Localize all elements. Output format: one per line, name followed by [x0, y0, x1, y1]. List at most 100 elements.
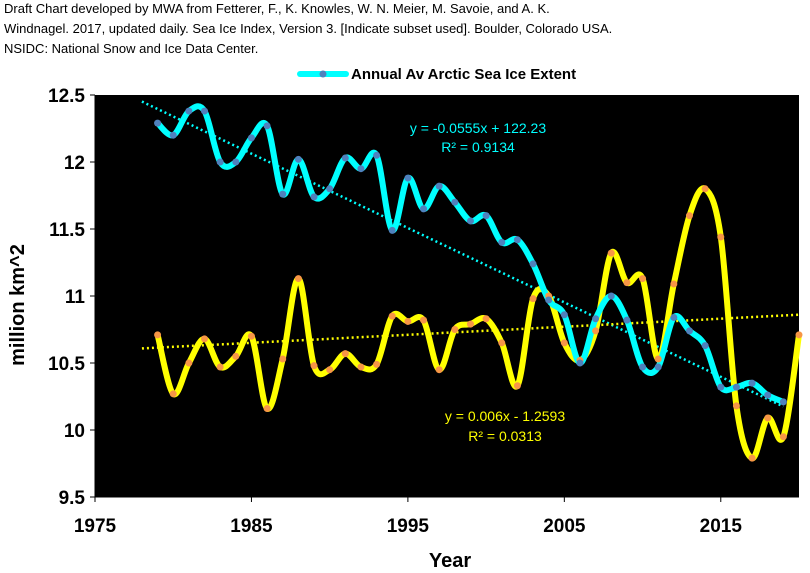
series-2-point: [670, 280, 678, 288]
legend-swatch-marker: [319, 70, 327, 78]
series-2-point: [498, 339, 506, 347]
series-1-point: [185, 107, 193, 115]
series-1-point: [732, 383, 740, 391]
series-2-point: [201, 335, 209, 343]
x-tick-label: 1975: [74, 516, 117, 537]
series-2-point: [685, 212, 693, 220]
trendline-r-squared: R² = 0.9134: [441, 139, 515, 155]
series-1-point: [482, 212, 490, 220]
series-2-point: [732, 402, 740, 410]
series-1-point: [545, 296, 553, 304]
series-1-point: [717, 383, 725, 391]
series-2-point: [560, 339, 568, 347]
x-axis-title: Year: [429, 550, 471, 572]
series-2-point: [466, 320, 474, 328]
credit-line-2: Windnagel. 2017, updated daily. Sea Ice …: [4, 21, 613, 36]
series-1-point: [201, 107, 209, 115]
series-1-point: [420, 205, 428, 213]
series-2-point: [420, 316, 428, 324]
series-1-point: [748, 379, 756, 387]
x-tick-label: 2015: [700, 516, 743, 537]
chart-labels: Year million km^2 Annual Av Arctic Sea Ice…: [7, 66, 576, 572]
series-2-point: [310, 362, 318, 370]
series-2-point: [326, 366, 334, 374]
series-2-point: [748, 454, 756, 462]
series-1-point: [294, 155, 302, 163]
x-tick-label: 1995: [387, 516, 430, 537]
credit-line-3: NSIDC: National Snow and Ice Data Center…: [4, 41, 259, 56]
series-1-point: [451, 198, 459, 206]
series-1-point: [404, 174, 412, 182]
series-1-point: [357, 165, 365, 173]
series-2-point: [607, 249, 615, 257]
series-2-point: [701, 185, 709, 193]
series-2-point: [404, 317, 412, 325]
legend-label: Annual Av Arctic Sea Ice Extent: [351, 66, 576, 83]
series-2-point: [779, 433, 787, 441]
y-axis-title: million km^2: [7, 244, 29, 366]
trendline-r-squared: R² = 0.0313: [468, 428, 542, 444]
series-2-point: [764, 414, 772, 422]
series-2-point: [373, 360, 381, 368]
series-1-point: [279, 190, 287, 198]
y-tick-label: 9.5: [59, 488, 86, 509]
series-2-point: [294, 275, 302, 283]
series-1-point: [247, 134, 255, 142]
series-2-point: [279, 355, 287, 363]
y-tick-label: 11.5: [49, 220, 85, 241]
series-2-point: [482, 315, 490, 323]
trendlines: [141, 100, 800, 408]
series-1-point: [263, 122, 271, 130]
series-2-point: [529, 295, 537, 303]
series-1-point: [513, 236, 521, 244]
series-2-point: [263, 405, 271, 413]
y-tick-label: 12.5: [48, 86, 85, 107]
series-2-point: [451, 326, 459, 333]
x-tick-label: 2005: [543, 516, 586, 537]
series-1-point: [639, 363, 647, 371]
series-2-point: [185, 359, 193, 367]
series-2-point: [592, 327, 600, 335]
series-1-point: [310, 193, 318, 201]
series-1-point: [701, 342, 709, 350]
series-1-point: [685, 327, 693, 335]
series-2-point: [435, 366, 443, 374]
series-1-point: [592, 315, 600, 323]
axes: 9.5 10 10.5 11 11.5 12 12.5 1975 1985 1995 2005 201…: [48, 86, 799, 537]
series-1-point: [326, 185, 334, 193]
y-tick-label: 12: [64, 153, 85, 174]
series-2-point: [795, 331, 803, 339]
series-2-point: [247, 332, 255, 340]
series-1-point: [388, 226, 396, 234]
series-2-point: [654, 355, 662, 363]
series-1-point: [670, 313, 678, 321]
series-2-point: [623, 279, 631, 287]
plot-area: [95, 95, 799, 497]
x-tick-label: 1985: [230, 516, 273, 537]
series-1-point: [466, 217, 474, 225]
y-tick-label: 10: [64, 421, 85, 442]
series-1-point: [216, 158, 224, 166]
series-markers: [154, 107, 803, 462]
y-tick-label: 11: [65, 287, 86, 308]
series-1-point: [560, 311, 568, 319]
series-2-point: [216, 363, 224, 371]
series-1-point: [373, 151, 381, 159]
series-1-point: [341, 154, 349, 162]
series-1-point: [154, 119, 162, 127]
series-1-point: [607, 292, 615, 300]
series-1-point: [779, 398, 787, 406]
series-1-point: [576, 359, 584, 367]
trendline-equation: y = -0.0555x + 122.23: [410, 120, 546, 136]
series-1-point: [435, 182, 443, 190]
series-1-point: [764, 391, 772, 399]
series-1-point: [498, 238, 506, 246]
series-2-point: [639, 275, 647, 283]
series-1-point: [232, 158, 240, 166]
series-1-point: [623, 316, 631, 324]
series-2-point: [169, 390, 177, 398]
series-2-point: [154, 331, 162, 339]
series-2-point: [357, 363, 365, 371]
